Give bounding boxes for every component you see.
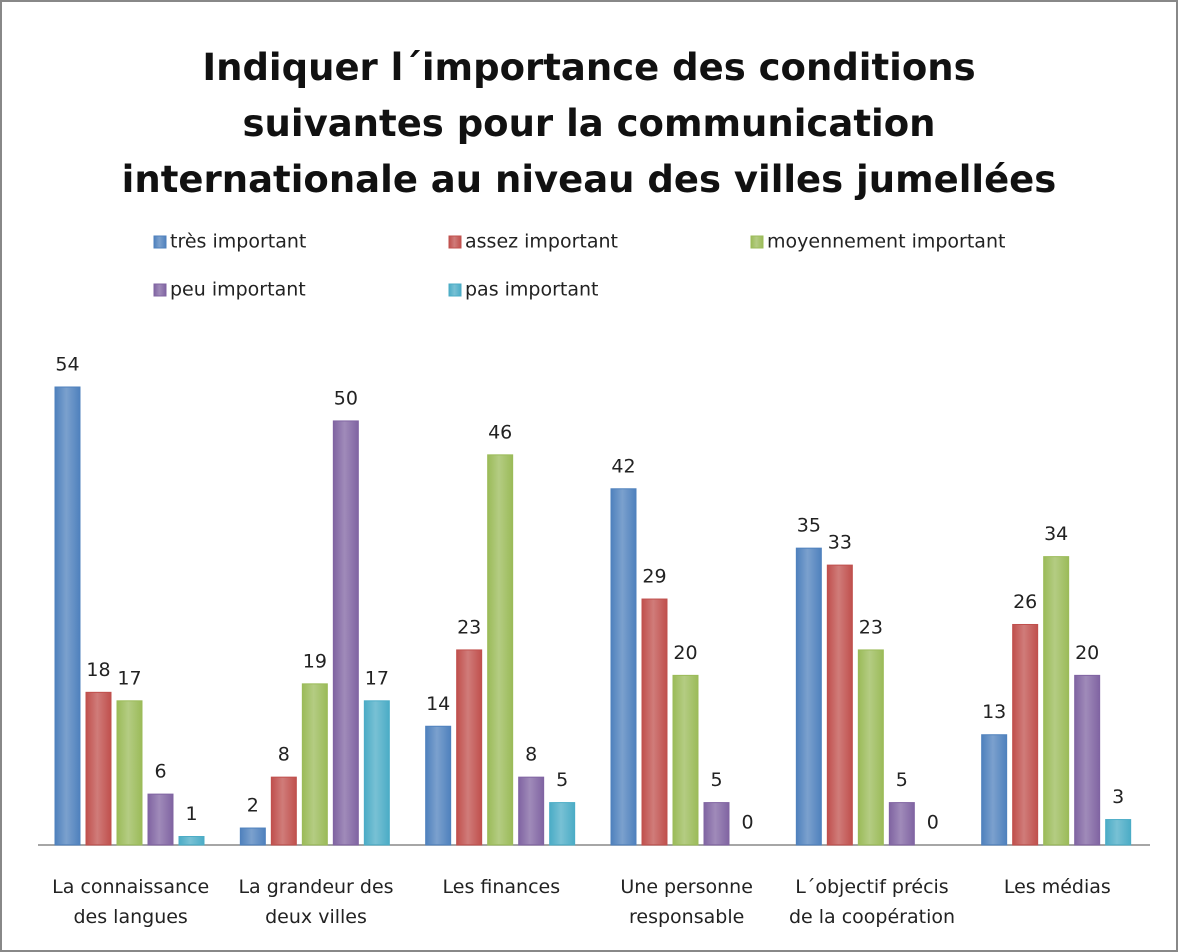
data-label: 26 bbox=[1013, 591, 1037, 613]
chart-title: Indiquer l´importance des conditions sui… bbox=[121, 46, 1057, 201]
bar bbox=[487, 454, 514, 846]
bar bbox=[857, 649, 884, 846]
data-label: 5 bbox=[710, 769, 722, 791]
data-label: 6 bbox=[154, 761, 166, 783]
x-tick-label: La connaissance des langues bbox=[52, 876, 210, 928]
x-tick-label: L´objectif précis de la coopération bbox=[788, 876, 956, 928]
bar bbox=[270, 776, 297, 846]
bar bbox=[363, 700, 390, 846]
data-label: 1 bbox=[185, 803, 197, 825]
data-label: 54 bbox=[55, 354, 79, 376]
bar bbox=[610, 488, 637, 846]
data-label: 0 bbox=[927, 812, 939, 834]
legend-label: assez important bbox=[465, 231, 618, 253]
x-tick-label: Les médias bbox=[1003, 876, 1111, 898]
bar bbox=[54, 386, 81, 846]
bar bbox=[301, 683, 328, 846]
bar bbox=[1043, 556, 1070, 846]
bar bbox=[116, 700, 143, 846]
bar bbox=[178, 836, 205, 846]
bar bbox=[332, 420, 359, 846]
bar bbox=[518, 776, 545, 846]
data-label: 2 bbox=[247, 795, 259, 817]
bar bbox=[239, 827, 266, 846]
data-label: 29 bbox=[642, 566, 666, 588]
data-label: 5 bbox=[896, 769, 908, 791]
data-label: 23 bbox=[457, 616, 481, 638]
legend-swatch bbox=[153, 283, 167, 297]
data-label: 17 bbox=[365, 667, 389, 689]
legend-label: pas important bbox=[465, 279, 599, 301]
bar bbox=[641, 598, 668, 846]
bar bbox=[795, 547, 822, 846]
data-label: 14 bbox=[426, 693, 450, 715]
data-label: 20 bbox=[673, 642, 697, 664]
legend-label: moyennement important bbox=[767, 231, 1005, 253]
legend-swatch bbox=[153, 235, 167, 249]
legend-swatch bbox=[750, 235, 764, 249]
legend-swatch bbox=[448, 283, 462, 297]
data-label: 5 bbox=[556, 769, 568, 791]
bar bbox=[456, 649, 483, 846]
data-label: 46 bbox=[488, 421, 512, 443]
data-label: 42 bbox=[611, 455, 635, 477]
data-label: 0 bbox=[741, 812, 753, 834]
bar bbox=[1105, 819, 1132, 846]
bar bbox=[981, 734, 1008, 846]
data-label: 3 bbox=[1112, 786, 1124, 808]
bar bbox=[425, 725, 452, 846]
data-label: 19 bbox=[303, 650, 327, 672]
bar bbox=[147, 793, 174, 846]
legend-label: peu important bbox=[170, 279, 306, 301]
bar bbox=[672, 674, 699, 846]
data-label: 34 bbox=[1044, 523, 1068, 545]
data-label: 13 bbox=[982, 701, 1006, 723]
legend-swatch bbox=[448, 235, 462, 249]
data-label: 35 bbox=[797, 515, 821, 537]
bar bbox=[1074, 674, 1101, 846]
data-label: 17 bbox=[117, 667, 141, 689]
x-tick-label: Une personne responsable bbox=[620, 876, 753, 928]
bar bbox=[1012, 623, 1039, 846]
bar bbox=[703, 802, 730, 846]
x-tick-label: Les finances bbox=[442, 876, 561, 898]
data-label: 50 bbox=[334, 387, 358, 409]
x-tick-label: La grandeur des deux villes bbox=[238, 876, 394, 928]
bar bbox=[85, 691, 112, 846]
bar bbox=[888, 802, 915, 846]
bar bbox=[826, 564, 853, 846]
data-label: 8 bbox=[525, 744, 537, 766]
data-label: 18 bbox=[86, 659, 110, 681]
data-label: 23 bbox=[859, 616, 883, 638]
bar bbox=[549, 802, 576, 846]
legend-label: très important bbox=[170, 231, 306, 253]
data-label: 33 bbox=[828, 532, 852, 554]
data-label: 20 bbox=[1075, 642, 1099, 664]
data-label: 8 bbox=[278, 744, 290, 766]
